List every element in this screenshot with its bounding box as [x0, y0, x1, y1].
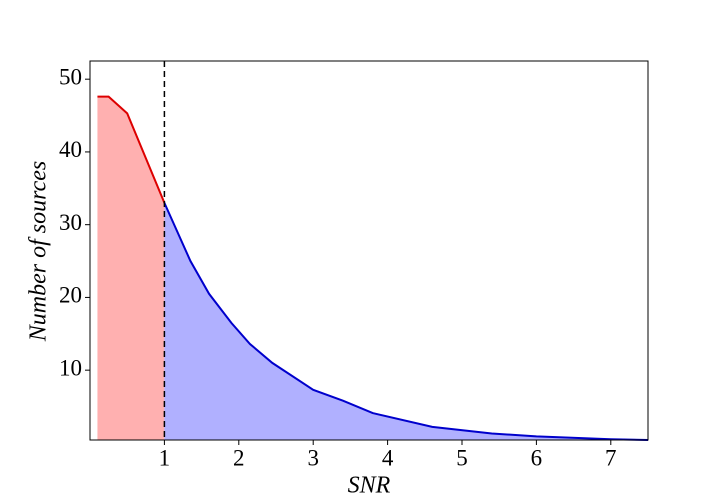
x-tick-label: 6	[531, 445, 543, 470]
y-tick-label: 10	[59, 355, 82, 380]
x-tick-label: 3	[307, 445, 319, 470]
area-fill	[97, 96, 165, 441]
area-fill	[164, 202, 648, 440]
line	[97, 95, 166, 204]
line	[163, 202, 649, 441]
x-tick-label: 4	[382, 445, 394, 470]
y-tick-label: 30	[59, 210, 82, 235]
plot-frame	[89, 60, 649, 441]
y-axis-label: Number of sources	[26, 161, 52, 342]
x-tick-label: 1	[159, 445, 171, 470]
x-tick-label: 2	[233, 445, 245, 470]
y-tick-label: 50	[59, 64, 82, 89]
x-axis-label: SNR	[348, 473, 391, 499]
x-tick-label: 7	[605, 445, 617, 470]
y-tick-label: 20	[59, 283, 82, 308]
x-tick-label: 5	[456, 445, 468, 470]
y-tick-label: 40	[59, 137, 82, 162]
